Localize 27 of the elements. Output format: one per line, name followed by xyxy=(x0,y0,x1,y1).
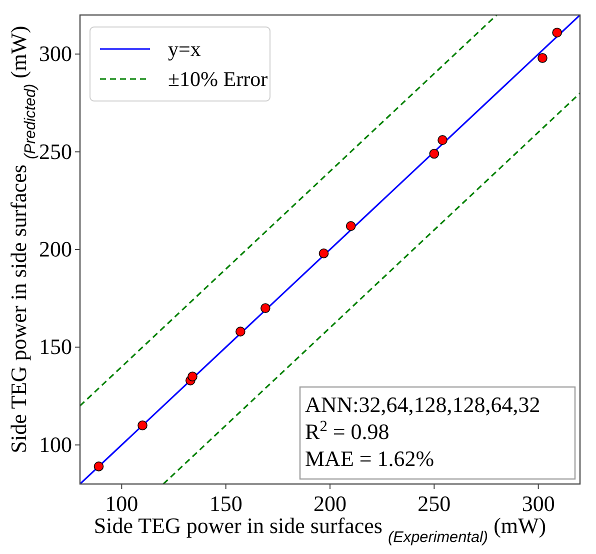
point xyxy=(236,326,246,336)
annotation: R$^{2}$ = 0.98 xyxy=(305,418,390,444)
legend-label: ±10% Error xyxy=(168,67,268,91)
y-tick-label: 200 xyxy=(39,236,72,262)
point xyxy=(552,28,562,38)
x-tick-label: 200 xyxy=(314,491,346,516)
point xyxy=(260,303,270,314)
point xyxy=(346,221,356,231)
x-axis-title: Side TEG power in side surfaces $_{(Experimental)}$ (mW) xyxy=(94,513,546,546)
y-tick-label: 300 xyxy=(39,41,72,66)
y-tick-label: 150 xyxy=(39,334,72,360)
point xyxy=(429,148,440,159)
x-tick-label: 150 xyxy=(209,491,242,516)
legend-label: y=x xyxy=(168,37,202,61)
x-tick-label: 300 xyxy=(522,491,555,516)
y-tick-label: 250 xyxy=(39,138,72,164)
x-tick-label: 100 xyxy=(105,491,138,516)
annotation: ANN:32,64,128,128,64,32 xyxy=(305,392,540,417)
y-tick-label: 100 xyxy=(39,432,72,457)
point xyxy=(318,248,329,258)
annotation: MAE = 1.62% xyxy=(305,446,434,471)
point xyxy=(94,462,104,472)
point xyxy=(138,420,148,430)
point xyxy=(538,53,548,63)
x-tick-label: 250 xyxy=(418,491,451,516)
point xyxy=(188,372,198,382)
point xyxy=(438,135,448,145)
